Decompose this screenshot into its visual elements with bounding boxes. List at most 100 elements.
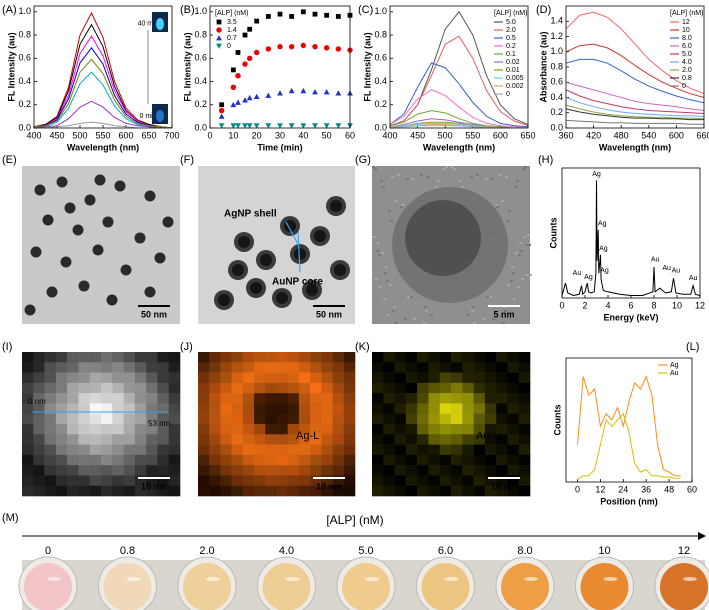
map-pixel [451, 485, 463, 497]
x-tick-label: 2 [582, 300, 587, 310]
map-pixel [55, 352, 68, 363]
map-pixel [298, 393, 311, 404]
noise [407, 296, 410, 298]
map-pixel [231, 424, 244, 435]
map-pixel [332, 424, 345, 435]
noise [525, 274, 528, 276]
map-pixel [394, 485, 407, 497]
map-pixel [157, 403, 170, 415]
map-pixel [496, 434, 508, 445]
legend-label: Au [670, 370, 679, 377]
series-line [566, 108, 704, 121]
x-tick-label: 50 [322, 130, 332, 140]
map-pixel [417, 352, 429, 363]
well [580, 563, 629, 610]
noise [392, 310, 395, 312]
noise [504, 310, 507, 312]
x-tick-label: 540 [641, 130, 656, 140]
nanoparticle-core [294, 248, 306, 260]
annotation: Au [573, 270, 582, 277]
map-pixel [417, 444, 429, 456]
map-pixel [484, 413, 497, 425]
map-pixel [78, 372, 91, 384]
y-tick-label: 0.6 [550, 77, 563, 87]
noise [387, 314, 390, 316]
y-tick-label: 0.4 [194, 76, 207, 86]
noise [496, 206, 499, 208]
x-tick-label: 10 [228, 130, 238, 140]
map-pixel [209, 465, 221, 476]
map-pixel [209, 485, 221, 497]
map-pixel [254, 372, 266, 384]
noise [372, 166, 375, 168]
map-pixel [372, 454, 384, 466]
noise [397, 174, 400, 176]
map-pixel [22, 413, 34, 425]
map-pixel [507, 393, 520, 404]
map-pixel [462, 434, 474, 445]
map-pixel [484, 444, 497, 456]
nanoparticle [144, 190, 156, 202]
map-pixel [484, 403, 497, 415]
series-line [34, 11, 172, 128]
map-pixel [242, 403, 255, 415]
map-pixel [417, 434, 429, 445]
map-pixel [123, 465, 136, 476]
map-pixel [310, 475, 322, 487]
noise [445, 166, 448, 168]
noise [485, 178, 488, 180]
well-highlight [285, 577, 300, 581]
map-pixel [123, 362, 136, 373]
map-pixel [265, 413, 277, 425]
map-pixel [33, 413, 45, 425]
map-pixel [343, 465, 356, 476]
noise [382, 186, 385, 188]
map-pixel [310, 434, 322, 445]
map-pixel [451, 424, 463, 435]
map-pixel [101, 485, 113, 497]
map-pixel [496, 403, 508, 415]
map-pixel [484, 424, 497, 435]
map-pixel [428, 465, 441, 476]
map-pixel [462, 465, 474, 476]
noise [502, 322, 505, 324]
map-pixel [168, 485, 181, 497]
map-pixel [276, 475, 289, 487]
map-pixel [146, 403, 158, 415]
series-line [577, 412, 681, 480]
y-tick-label: 1.4 [550, 16, 563, 26]
noise [486, 296, 489, 298]
map-pixel [67, 413, 79, 425]
map-pixel [394, 362, 407, 373]
map-pixel [518, 393, 531, 404]
noise [515, 252, 518, 254]
map-pixel [134, 393, 147, 404]
map-pixel [496, 424, 508, 435]
map-pixel [439, 434, 452, 445]
map-pixel [134, 454, 147, 466]
map-pixel [134, 465, 147, 476]
nanoparticle-core [232, 264, 244, 276]
point [323, 123, 330, 129]
map-pixel [298, 475, 311, 487]
map-pixel [134, 403, 147, 415]
map-pixel [112, 454, 124, 466]
map-pixel [276, 372, 289, 384]
point [246, 94, 253, 101]
map-pixel [276, 465, 289, 476]
map-pixel [405, 424, 418, 435]
map-pixel [298, 454, 311, 466]
legend-label: Ag [670, 362, 679, 369]
panel-label: (H) [538, 154, 553, 166]
legend-label: 2.0 [506, 27, 516, 34]
legend-label: 0.005 [506, 75, 524, 82]
x-tick-label: 650 [520, 130, 535, 140]
map-pixel [439, 393, 452, 404]
point [335, 46, 342, 52]
map-pixel [332, 413, 345, 425]
map-pixel [101, 352, 113, 363]
map-pixel [254, 444, 266, 456]
map-pixel [372, 362, 384, 373]
legend-label: 0.2 [506, 43, 516, 50]
